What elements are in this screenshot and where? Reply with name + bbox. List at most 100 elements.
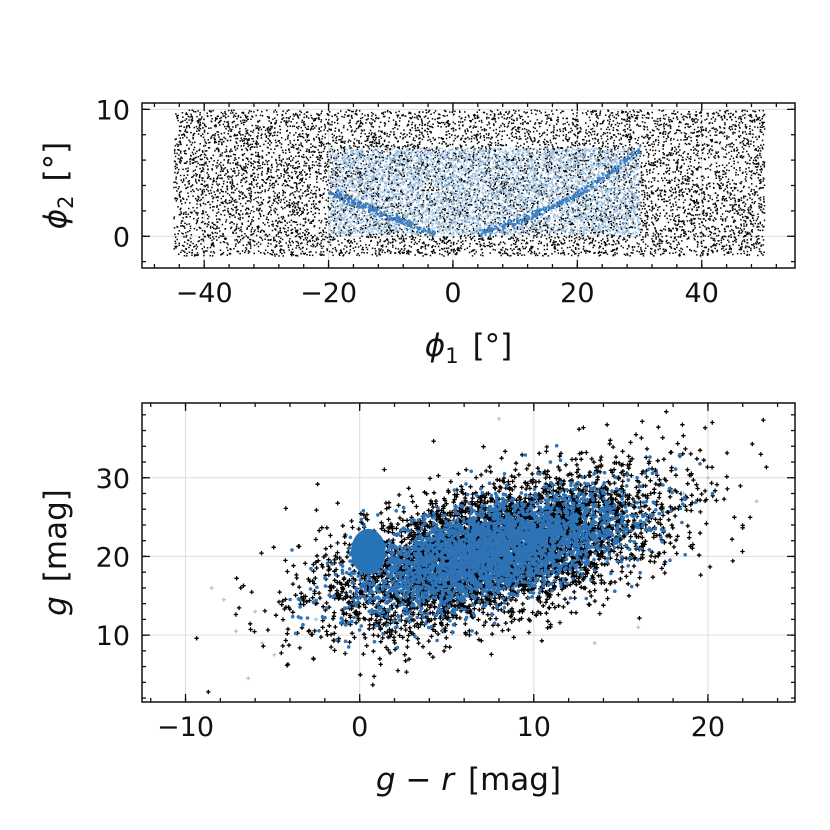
data-point <box>434 118 436 121</box>
data-point <box>216 115 219 118</box>
data-point <box>269 196 271 199</box>
data-point <box>737 161 739 164</box>
data-point <box>275 119 278 122</box>
data-point <box>258 192 260 194</box>
data-point <box>742 216 744 218</box>
data-point <box>443 218 446 221</box>
data-point <box>405 237 407 240</box>
data-point <box>358 154 361 157</box>
data-point <box>467 114 470 117</box>
data-point <box>740 232 743 234</box>
data-point <box>560 152 563 155</box>
data-point <box>470 204 472 206</box>
data-point <box>751 201 753 204</box>
data-point <box>234 216 236 218</box>
data-point <box>651 143 653 145</box>
data-point <box>196 150 198 153</box>
data-point <box>741 190 743 192</box>
data-point <box>318 232 321 234</box>
data-point <box>260 237 263 239</box>
data-point <box>661 177 663 179</box>
data-point <box>639 155 641 157</box>
data-point <box>559 128 561 131</box>
data-point <box>688 190 691 193</box>
data-point <box>697 166 699 169</box>
data-point <box>260 196 262 199</box>
data-point <box>507 238 510 240</box>
data-point <box>677 158 680 161</box>
data-point <box>648 113 650 116</box>
data-point <box>419 154 422 157</box>
data-point <box>481 239 484 241</box>
data-point <box>356 113 358 116</box>
data-point <box>541 186 543 189</box>
data-point <box>238 131 240 134</box>
data-point <box>551 244 554 246</box>
data-point <box>662 132 664 134</box>
data-point <box>288 120 290 122</box>
data-point <box>503 117 506 120</box>
data-point <box>283 168 286 170</box>
data-point <box>565 149 568 151</box>
data-point <box>306 209 308 211</box>
data-point <box>720 218 722 220</box>
data-point <box>761 131 763 133</box>
data-point <box>741 240 744 242</box>
data-point <box>480 244 482 246</box>
data-point <box>501 186 503 188</box>
data-point <box>493 123 495 125</box>
data-point <box>197 240 199 243</box>
data-point <box>696 121 698 123</box>
data-point <box>640 201 642 204</box>
data-point <box>705 215 708 217</box>
data-point <box>635 142 637 144</box>
data-point <box>446 247 448 250</box>
data-point <box>712 239 715 241</box>
data-point <box>740 182 742 185</box>
data-point <box>675 215 677 217</box>
data-point <box>680 121 682 124</box>
data-point <box>350 175 353 177</box>
data-point <box>679 226 681 228</box>
data-point <box>479 209 481 211</box>
data-point <box>390 188 392 190</box>
data-point <box>318 201 320 203</box>
data-point <box>597 140 599 142</box>
data-point <box>484 181 486 183</box>
data-point <box>513 158 515 160</box>
data-point <box>579 126 582 129</box>
data-point <box>386 250 389 253</box>
data-point <box>187 167 189 169</box>
data-point <box>227 130 230 132</box>
data-point <box>710 163 713 166</box>
data-point <box>564 242 566 244</box>
data-point <box>674 223 676 225</box>
data-point <box>752 244 754 246</box>
data-point <box>227 124 230 127</box>
data-point <box>326 248 328 250</box>
data-point <box>490 136 493 138</box>
data-point <box>282 158 284 160</box>
data-point <box>551 200 554 202</box>
data-point <box>544 111 547 114</box>
data-point <box>687 178 690 180</box>
data-point <box>231 221 234 224</box>
data-point <box>662 152 664 154</box>
data-point <box>380 137 383 139</box>
data-point <box>392 244 394 247</box>
data-point <box>605 140 608 143</box>
data-point <box>477 134 479 136</box>
data-point <box>638 251 640 253</box>
data-point <box>503 250 506 253</box>
data-point <box>547 171 549 173</box>
data-point <box>547 227 549 229</box>
data-point <box>375 250 377 252</box>
data-point <box>310 250 312 253</box>
data-point <box>515 145 518 147</box>
data-point <box>428 182 431 185</box>
data-point <box>506 212 509 214</box>
data-point <box>410 203 412 205</box>
data-point <box>732 216 734 218</box>
data-point <box>700 128 703 130</box>
data-point <box>687 176 689 178</box>
